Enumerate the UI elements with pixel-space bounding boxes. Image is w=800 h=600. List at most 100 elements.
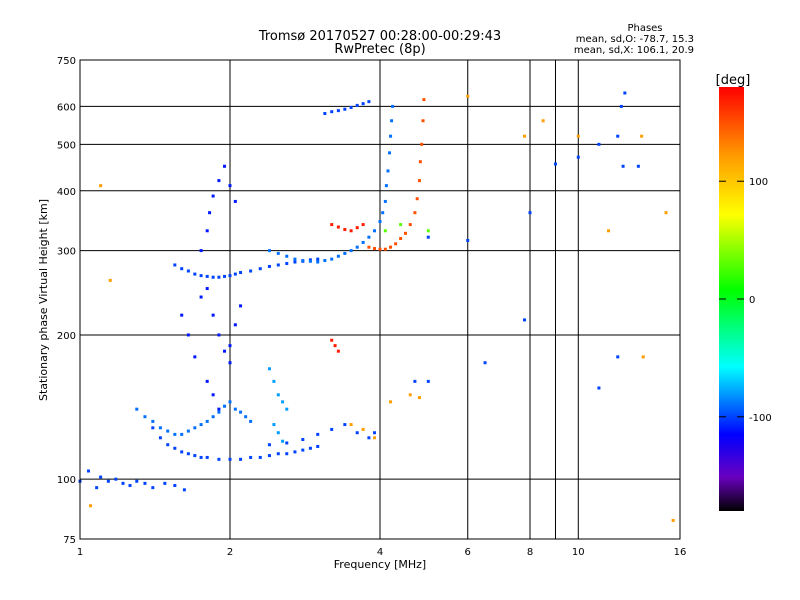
data-point bbox=[199, 274, 203, 278]
chart-subtitle: RwPretec (8p) bbox=[334, 42, 425, 57]
x-tick-label: 6 bbox=[465, 547, 471, 558]
data-point bbox=[293, 260, 297, 264]
data-point bbox=[233, 323, 237, 327]
data-point bbox=[343, 251, 347, 255]
data-point bbox=[316, 257, 320, 261]
data-point bbox=[293, 257, 297, 261]
data-point bbox=[355, 103, 359, 107]
data-point bbox=[158, 426, 162, 430]
chart-title: Tromsø 20170527 00:28:00-00:29:43 bbox=[258, 29, 501, 44]
data-point bbox=[281, 439, 285, 443]
data-point bbox=[180, 450, 184, 454]
data-point bbox=[349, 249, 353, 253]
data-point bbox=[390, 119, 394, 123]
data-point bbox=[99, 184, 103, 188]
data-point bbox=[217, 333, 221, 337]
data-point bbox=[276, 431, 280, 435]
data-point bbox=[426, 379, 430, 383]
x-tick-label: 10 bbox=[572, 547, 585, 558]
data-point bbox=[308, 259, 312, 263]
data-point bbox=[383, 229, 387, 233]
data-point bbox=[576, 155, 580, 159]
data-point bbox=[217, 410, 221, 414]
data-point bbox=[186, 429, 190, 433]
data-point bbox=[323, 259, 327, 263]
data-point bbox=[193, 426, 197, 430]
x-axis-label: Frequency [MHz] bbox=[334, 558, 426, 571]
data-point bbox=[143, 415, 147, 419]
data-point bbox=[641, 355, 645, 359]
data-point bbox=[267, 264, 271, 268]
data-point bbox=[466, 238, 470, 242]
data-point bbox=[301, 448, 305, 452]
data-point bbox=[417, 396, 421, 400]
data-point bbox=[233, 407, 237, 411]
data-point bbox=[367, 235, 371, 239]
y-tick-label: 400 bbox=[57, 187, 76, 198]
data-point bbox=[86, 469, 90, 473]
stats-line-x: mean, sd,X: 106.1, 20.9 bbox=[574, 45, 694, 56]
data-point bbox=[367, 436, 371, 440]
data-point bbox=[553, 162, 557, 166]
data-point bbox=[399, 223, 403, 227]
data-point bbox=[258, 455, 262, 459]
data-point bbox=[173, 446, 177, 450]
data-point bbox=[378, 247, 382, 251]
data-point bbox=[163, 481, 167, 485]
data-point bbox=[383, 199, 387, 203]
data-point bbox=[408, 393, 412, 397]
data-point bbox=[193, 454, 197, 458]
data-point bbox=[217, 275, 221, 279]
data-point bbox=[336, 225, 340, 229]
data-point bbox=[205, 229, 209, 233]
y-tick-label: 600 bbox=[57, 102, 76, 113]
data-point bbox=[158, 436, 162, 440]
data-point bbox=[523, 318, 527, 322]
data-point bbox=[336, 109, 340, 113]
data-point bbox=[466, 94, 470, 98]
data-point bbox=[276, 263, 280, 267]
data-point bbox=[664, 211, 668, 215]
data-point bbox=[597, 386, 601, 390]
data-point bbox=[108, 278, 112, 282]
data-point bbox=[267, 249, 271, 253]
data-point bbox=[383, 247, 387, 251]
data-point bbox=[422, 98, 426, 102]
y-tick-label: 200 bbox=[57, 331, 76, 342]
data-point bbox=[386, 169, 390, 173]
data-point bbox=[373, 247, 377, 251]
data-point bbox=[349, 229, 353, 233]
data-point bbox=[208, 211, 212, 215]
data-point bbox=[186, 452, 190, 456]
data-point bbox=[173, 483, 177, 487]
colorbar-tick-label: 0 bbox=[749, 295, 755, 306]
data-point bbox=[308, 446, 312, 450]
data-point bbox=[285, 261, 289, 265]
data-point bbox=[343, 423, 347, 427]
data-point bbox=[607, 229, 611, 233]
data-point bbox=[205, 379, 209, 383]
data-point bbox=[151, 419, 155, 423]
data-point bbox=[361, 240, 365, 244]
data-point bbox=[349, 423, 353, 427]
data-point bbox=[285, 452, 289, 456]
y-tick-label: 750 bbox=[57, 56, 76, 67]
y-tick-label: 100 bbox=[57, 475, 76, 486]
data-point bbox=[285, 254, 289, 258]
data-point bbox=[355, 245, 359, 249]
data-point bbox=[193, 272, 197, 276]
x-tick-label: 1 bbox=[77, 547, 83, 558]
data-point bbox=[333, 344, 337, 348]
data-point bbox=[223, 164, 227, 168]
data-point bbox=[223, 349, 227, 353]
data-point bbox=[671, 518, 675, 522]
data-point bbox=[281, 400, 285, 404]
data-point bbox=[173, 432, 177, 436]
data-point bbox=[217, 179, 221, 183]
data-point bbox=[403, 231, 407, 235]
data-point bbox=[99, 475, 103, 479]
data-point bbox=[389, 245, 393, 249]
data-point bbox=[361, 223, 365, 227]
data-point bbox=[205, 419, 209, 423]
data-point bbox=[205, 455, 209, 459]
